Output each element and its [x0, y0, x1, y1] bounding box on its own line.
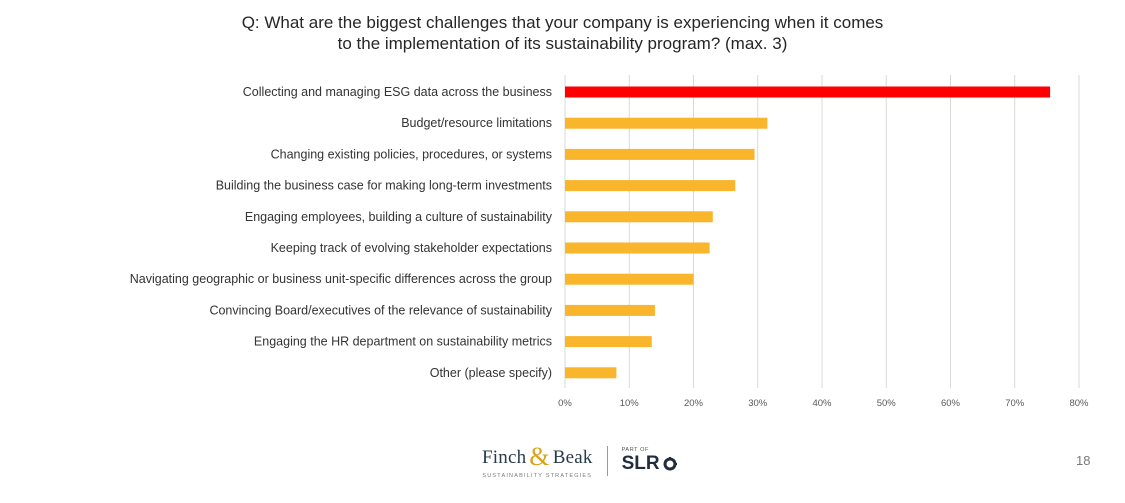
x-tick-label: 30%	[748, 398, 768, 409]
brand-tagline: SUSTAINABILITY STRATEGIES	[482, 473, 593, 479]
bar	[565, 211, 713, 223]
title-line-2: to the implementation of its sustainabil…	[337, 34, 788, 53]
category-label: Changing existing policies, procedures, …	[271, 147, 552, 161]
x-tick-label: 60%	[941, 398, 961, 409]
x-axis-ticks: 0% 10% 20% 30% 40% 50% 60% 70% 80%	[558, 398, 1089, 409]
bar	[565, 367, 617, 379]
chart-title: Q: What are the biggest challenges that …	[0, 12, 1125, 54]
category-label: Other (please specify)	[430, 366, 552, 380]
x-tick-label: 10%	[620, 398, 640, 409]
x-tick-label: 80%	[1069, 398, 1089, 409]
category-label: Collecting and managing ESG data across …	[243, 85, 552, 99]
category-labels: Collecting and managing ESG data across …	[130, 85, 553, 380]
bar-chart: Collecting and managing ESG data across …	[130, 75, 1089, 409]
x-tick-label: 0%	[558, 398, 572, 409]
slr-text: SLR	[621, 452, 660, 474]
title-line-1: Q: What are the biggest challenges that …	[241, 13, 884, 32]
x-tick-label: 40%	[812, 398, 832, 409]
footer: Finch & Beak SUSTAINABILITY STRATEGIES PAR…	[0, 440, 1125, 490]
brand: Finch & Beak SUSTAINABILITY STRATEGIES	[482, 442, 593, 479]
finch-beak-logo: Finch & Beak SUSTAINABILITY STRATEGIES PAR…	[482, 442, 677, 479]
category-label: Navigating geographic or business unit-s…	[130, 272, 552, 286]
brand-name: Finch & Beak	[482, 442, 593, 472]
x-tick-label: 70%	[1005, 398, 1025, 409]
brand-left: Finch	[482, 447, 527, 468]
x-tick-label: 50%	[877, 398, 897, 409]
x-tick-label: 20%	[684, 398, 704, 409]
category-label: Convincing Board/executives of the relev…	[209, 303, 552, 317]
bar	[565, 180, 736, 192]
bar	[565, 304, 655, 316]
page-number: 18	[1076, 453, 1091, 468]
brand-amp: &	[529, 442, 550, 471]
category-label: Engaging employees, building a culture o…	[245, 210, 553, 224]
part-of-label: PART OF	[621, 446, 649, 453]
bar	[565, 242, 710, 254]
slr-name: SLR	[622, 453, 677, 475]
logo-divider	[606, 445, 608, 476]
bar	[565, 148, 755, 160]
bars	[565, 86, 1051, 379]
bar	[565, 86, 1051, 98]
category-label: Engaging the HR department on sustainabi…	[254, 335, 552, 349]
category-label: Keeping track of evolving stakeholder ex…	[271, 241, 552, 255]
category-label: Budget/resource limitations	[401, 116, 552, 130]
slr-mark-icon	[663, 456, 677, 470]
bar	[565, 336, 652, 348]
bar	[565, 273, 694, 285]
bar	[565, 117, 768, 129]
slr-logo: PART OF SLR	[622, 447, 677, 475]
category-label: Building the business case for making lo…	[216, 179, 552, 193]
brand-right: Beak	[552, 447, 593, 468]
